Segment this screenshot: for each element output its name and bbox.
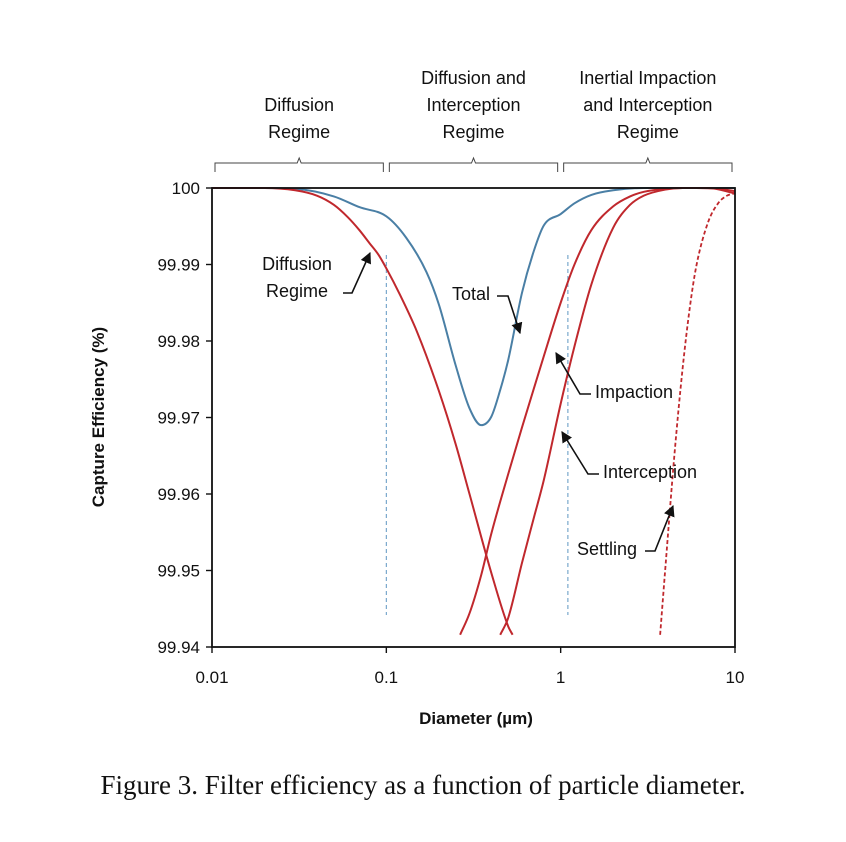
tick-labels: 100 99.99 99.98 99.97 99.96 99.95 99.94 0.01 0.1… <box>157 179 744 687</box>
x-tick-label: 0.01 <box>195 668 228 687</box>
series-line-impaction <box>459 187 736 636</box>
regime-label-2: Regime <box>442 122 504 142</box>
annotation-arrow-settling <box>645 504 675 552</box>
regime-label-1: Diffusion <box>264 95 334 115</box>
annotation-label-impaction: Impaction <box>595 382 673 402</box>
regime-label-3: and Interception <box>583 95 712 115</box>
regime-label-1: Regime <box>268 122 330 142</box>
regime-bracket-1 <box>214 156 384 172</box>
annotations: Diffusion Regime Total Impaction Interceptio… <box>262 251 697 559</box>
annotation-label-settling: Settling <box>577 539 637 559</box>
y-tick-label: 99.94 <box>157 638 200 657</box>
regime-bracket-3 <box>563 156 733 172</box>
annotation-arrow-interception <box>561 431 599 475</box>
regime-brackets: Diffusion Regime Diffusion and Interception… <box>214 68 733 172</box>
annotation-label-diffusion: Diffusion <box>262 254 332 274</box>
regime-label-3: Inertial Impaction <box>579 68 716 88</box>
regime-label-2: Diffusion and <box>421 68 526 88</box>
annotation-label-total: Total <box>452 284 490 304</box>
regime-label-2: Interception <box>426 95 520 115</box>
y-tick-label: 99.99 <box>157 256 200 275</box>
series-line-total <box>212 187 735 427</box>
y-tick-label: 99.96 <box>157 485 200 504</box>
x-tick-label: 0.1 <box>375 668 399 687</box>
figure-caption: Figure 3. Filter efficiency as a functio… <box>100 770 746 800</box>
series-line-settling <box>659 192 736 635</box>
y-tick-label: 99.98 <box>157 332 200 351</box>
annotation-arrow-impaction <box>555 352 591 395</box>
regime-label-3: Regime <box>617 122 679 142</box>
series-line-diffusion <box>212 187 514 636</box>
annotation-arrow-diffusion <box>343 251 371 294</box>
x-axis-title: Diameter (µm) <box>419 709 533 728</box>
y-tick-label: 100 <box>172 179 200 198</box>
y-tick-label: 99.95 <box>157 562 200 581</box>
x-tick-label: 10 <box>726 668 745 687</box>
regime-bracket-2 <box>388 156 559 172</box>
x-tick-label: 1 <box>556 668 565 687</box>
reference-lines <box>385 255 569 615</box>
y-axis-title: Capture Efficiency (%) <box>89 327 108 507</box>
annotation-arrow-total <box>497 295 523 335</box>
annotation-label-interception: Interception <box>603 462 697 482</box>
series-line-interception <box>499 187 736 636</box>
y-tick-label: 99.97 <box>157 409 200 428</box>
annotation-label-diffusion: Regime <box>266 281 328 301</box>
